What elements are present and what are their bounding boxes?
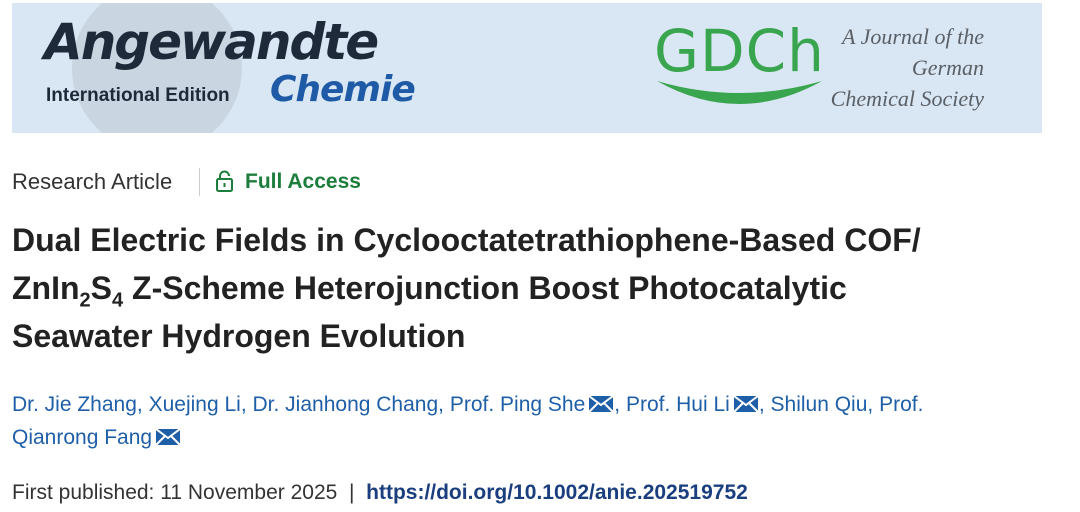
society-line: A Journal of the	[842, 24, 984, 49]
author-separator: ,	[867, 393, 874, 416]
author-name[interactable]: Prof. Ping She	[449, 393, 586, 416]
journal-subname: Chemie	[270, 69, 416, 110]
article-type: Research Article	[12, 169, 173, 194]
author-name[interactable]: Dr. Jie Zhang	[12, 393, 137, 416]
email-icon[interactable]	[588, 395, 614, 413]
journal-name: Angewandte	[44, 13, 379, 71]
divider: |	[348, 481, 355, 504]
author-separator: ,	[614, 393, 621, 416]
author: Prof. Qianrong Fang	[12, 393, 923, 449]
title-text: S	[90, 270, 112, 306]
society-line: German	[911, 55, 984, 80]
published-label: First published:	[12, 481, 155, 504]
society-logo: GDCh	[654, 17, 825, 85]
author-name[interactable]: Dr. Jianhong Chang	[252, 393, 439, 416]
author: Dr. Jianhong Chang,	[253, 393, 444, 416]
author-list: Dr. Jie Zhang, Xuejing Li, Dr. Jianhong …	[12, 388, 1012, 454]
doi-link[interactable]: https://doi.org/10.1002/anie.202519752	[366, 481, 748, 504]
logo-arc	[657, 81, 822, 104]
journal-banner: Angewandte International Edition Chemie …	[12, 3, 1042, 133]
email-icon[interactable]	[155, 428, 181, 446]
author-name[interactable]: Xuejing Li	[148, 393, 241, 416]
email-icon[interactable]	[733, 395, 759, 413]
access-label[interactable]: Full Access	[245, 170, 361, 193]
author: Xuejing Li,	[149, 393, 247, 416]
society-line: Chemical Society	[830, 86, 984, 111]
author-name[interactable]: Shilun Qiu	[770, 393, 868, 416]
logo-circle	[72, 3, 242, 133]
author-name[interactable]: Prof. Hui Li	[625, 393, 730, 416]
author: Shilun Qiu,	[771, 393, 874, 416]
title-text: Seawater Hydrogen Evolution	[12, 318, 466, 354]
author-separator: ,	[758, 393, 765, 416]
title-subscript: 4	[112, 289, 124, 312]
published-date: 11 November 2025	[160, 481, 338, 504]
society-text: A Journal of the German Chemical Society	[831, 21, 984, 114]
author-name[interactable]: Prof. Qianrong Fang	[12, 393, 924, 449]
journal-edition: International Edition	[46, 85, 230, 106]
author-separator: ,	[136, 393, 143, 416]
publication-info: First published: 11 November 2025 | http…	[12, 481, 748, 505]
article-title: Dual Electric Fields in Cyclooctatetrath…	[12, 216, 921, 360]
title-text: ZnIn	[12, 270, 80, 306]
author-separator: ,	[240, 393, 247, 416]
title-text: Dual Electric Fields in Cyclooctatetrath…	[12, 222, 921, 258]
lock-icon	[216, 170, 233, 192]
title-subscript: 2	[79, 289, 91, 312]
author: Prof. Ping She,	[450, 393, 620, 416]
author: Dr. Jie Zhang,	[12, 393, 143, 416]
title-text: Z-Scheme Heterojunction Boost Photocatal…	[123, 270, 847, 306]
divider	[199, 168, 200, 196]
author-separator: ,	[438, 393, 444, 416]
author: Prof. Hui Li,	[626, 393, 765, 416]
